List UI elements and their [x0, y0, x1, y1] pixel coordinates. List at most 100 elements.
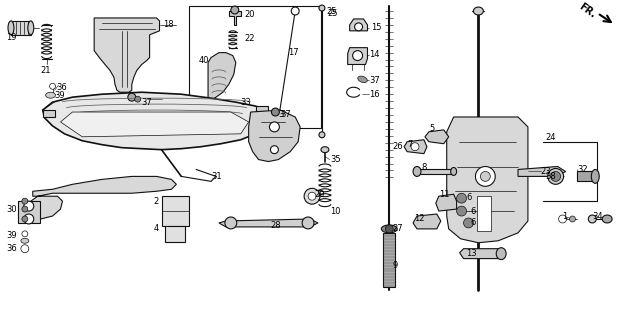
Circle shape [319, 132, 325, 138]
Text: 39: 39 [6, 231, 16, 240]
Bar [189, 6, 321, 128]
Circle shape [319, 5, 325, 11]
Circle shape [21, 245, 29, 253]
Text: 25: 25 [326, 6, 336, 16]
Circle shape [475, 166, 495, 186]
Polygon shape [43, 92, 266, 150]
Circle shape [302, 217, 314, 229]
Circle shape [22, 206, 28, 212]
Text: 4: 4 [153, 224, 159, 233]
Polygon shape [61, 112, 249, 137]
Polygon shape [229, 11, 241, 25]
Polygon shape [11, 21, 31, 35]
Circle shape [50, 83, 56, 89]
Text: 26: 26 [392, 142, 403, 151]
Text: 7: 7 [407, 140, 413, 149]
Circle shape [386, 225, 393, 233]
Circle shape [304, 188, 320, 204]
Ellipse shape [548, 169, 563, 184]
Text: 6: 6 [471, 207, 476, 216]
Text: 6: 6 [466, 193, 472, 202]
Ellipse shape [451, 167, 457, 175]
Text: 23: 23 [541, 167, 551, 176]
Circle shape [24, 214, 33, 224]
Text: 1: 1 [563, 212, 568, 220]
Text: 33: 33 [241, 98, 252, 107]
Text: 40: 40 [198, 56, 209, 65]
Circle shape [271, 108, 280, 116]
Polygon shape [436, 194, 457, 211]
Ellipse shape [591, 170, 599, 183]
Text: 34: 34 [593, 212, 603, 220]
Text: 39: 39 [54, 91, 65, 100]
Polygon shape [219, 219, 318, 227]
Polygon shape [249, 110, 300, 162]
Circle shape [128, 93, 136, 101]
Bar [165, 226, 186, 242]
Polygon shape [350, 19, 367, 31]
Text: 22: 22 [245, 34, 255, 43]
Bar [478, 196, 492, 231]
Polygon shape [404, 140, 427, 154]
Circle shape [480, 172, 490, 181]
Polygon shape [577, 172, 595, 181]
Circle shape [464, 218, 473, 228]
Text: 20: 20 [245, 11, 255, 20]
Ellipse shape [588, 215, 596, 223]
Text: 29: 29 [314, 190, 324, 199]
Text: 37: 37 [370, 76, 380, 85]
Circle shape [292, 7, 299, 15]
Polygon shape [348, 48, 367, 65]
Polygon shape [417, 170, 454, 174]
Ellipse shape [21, 238, 29, 243]
Text: 5: 5 [429, 124, 434, 133]
Text: 37: 37 [142, 98, 153, 107]
Text: 6: 6 [471, 219, 476, 228]
Text: 24: 24 [546, 133, 557, 142]
Polygon shape [518, 166, 565, 176]
Text: 27: 27 [392, 224, 403, 233]
Circle shape [308, 192, 316, 200]
Text: 13: 13 [466, 249, 477, 258]
Text: 31: 31 [211, 172, 221, 181]
Bar [162, 196, 189, 226]
Polygon shape [94, 18, 160, 92]
Polygon shape [28, 176, 176, 219]
Text: 2: 2 [153, 197, 159, 206]
Circle shape [24, 201, 33, 211]
Ellipse shape [381, 225, 397, 233]
Circle shape [551, 172, 560, 181]
Ellipse shape [45, 92, 56, 98]
Text: 32: 32 [577, 165, 588, 174]
Text: 30: 30 [6, 204, 16, 213]
Circle shape [558, 215, 567, 223]
Text: 17: 17 [288, 48, 299, 57]
Circle shape [269, 122, 280, 132]
Text: 10: 10 [330, 207, 340, 216]
Text: 36: 36 [57, 83, 68, 92]
Circle shape [570, 216, 575, 222]
Circle shape [353, 51, 363, 60]
Bar [18, 201, 40, 223]
Polygon shape [425, 130, 449, 144]
Text: 37: 37 [280, 109, 291, 118]
Polygon shape [459, 249, 502, 259]
Circle shape [135, 96, 141, 102]
Circle shape [355, 23, 363, 31]
Polygon shape [413, 214, 441, 229]
Text: 28: 28 [271, 221, 281, 230]
Ellipse shape [413, 166, 421, 176]
Circle shape [231, 6, 239, 14]
Circle shape [22, 198, 28, 204]
Text: 19: 19 [6, 33, 16, 42]
Text: 3: 3 [278, 109, 284, 118]
Circle shape [457, 193, 466, 203]
Polygon shape [256, 106, 268, 117]
Text: 21: 21 [40, 66, 51, 75]
Ellipse shape [602, 215, 612, 223]
Polygon shape [43, 110, 54, 117]
Bar [384, 233, 395, 287]
Ellipse shape [496, 248, 506, 260]
Ellipse shape [321, 147, 329, 153]
Text: 11: 11 [439, 190, 449, 199]
